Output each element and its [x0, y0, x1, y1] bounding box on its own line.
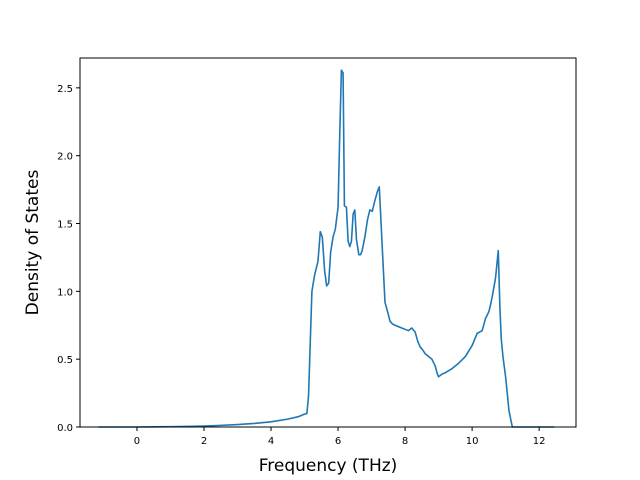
- y-tick-label: 0.0: [57, 423, 73, 434]
- y-tick-label: 1.5: [57, 220, 73, 231]
- x-tick-label: 0: [134, 436, 140, 447]
- x-tick-label: 10: [466, 436, 479, 447]
- x-axis-label: Frequency (THz): [259, 456, 398, 476]
- y-tick-label: 0.5: [57, 355, 73, 366]
- x-tick-label: 4: [268, 436, 274, 447]
- x-tick-label: 12: [533, 436, 546, 447]
- y-tick-label: 2.0: [57, 152, 73, 163]
- y-axis-ticks: 0.0 0.5 1.0 1.5 2.0 2.5: [57, 84, 80, 434]
- x-axis-ticks: 0 2 4 6 8 10 12: [134, 427, 546, 447]
- axes-frame: [79, 57, 577, 428]
- dos-series-line-0: [98, 69, 555, 428]
- x-tick-label: 2: [201, 436, 207, 447]
- x-tick-label: 6: [335, 436, 341, 447]
- y-axis-label: Density of States: [23, 170, 43, 316]
- y-tick-label: 2.5: [57, 84, 73, 95]
- x-tick-label: 8: [402, 436, 408, 447]
- y-tick-label: 1.0: [57, 287, 73, 298]
- plot-area: [98, 69, 555, 428]
